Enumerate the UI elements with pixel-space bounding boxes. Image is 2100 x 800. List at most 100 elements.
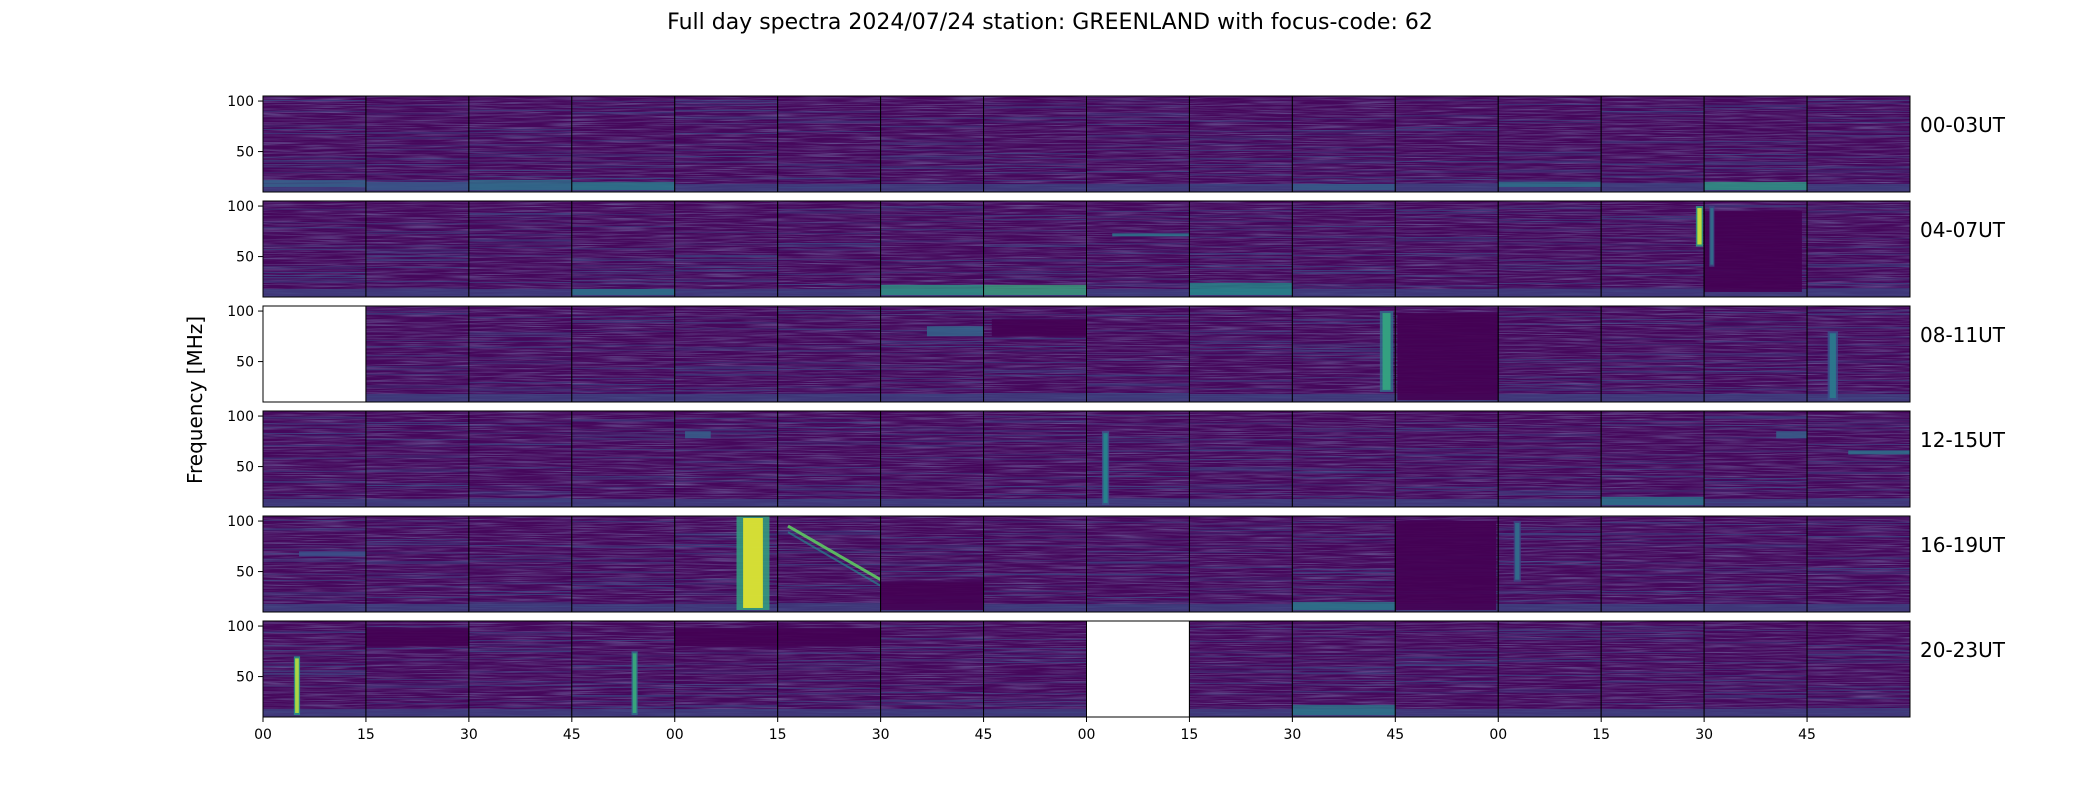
spectrum-panel — [468, 200, 573, 298]
x-tick-label: 15 — [1181, 727, 1199, 743]
spectrum-panel — [674, 305, 779, 403]
x-tick-label: 00 — [1078, 727, 1096, 743]
spectrum-panel — [262, 95, 367, 193]
spectrum-panel — [983, 95, 1087, 193]
spectrum-panel — [674, 200, 779, 298]
spectrum-panel — [365, 95, 470, 193]
spectrum-panel — [983, 200, 1087, 298]
spectrum-panel — [262, 200, 367, 298]
spectrum-panel — [777, 200, 882, 298]
x-tick-label: 00 — [1489, 727, 1507, 743]
spectrum-panel — [365, 410, 470, 508]
spectrum-panel — [365, 305, 470, 403]
spectrum-panel — [1703, 95, 1808, 193]
spectrum-panel — [1188, 305, 1293, 403]
spectrum-panel — [674, 620, 779, 718]
spectrum-panel — [880, 95, 985, 193]
x-tick-label: 00 — [666, 727, 684, 743]
spectrum-panel — [1703, 200, 1808, 298]
spectrum-panel — [1188, 95, 1293, 193]
spectrum-panel — [777, 620, 882, 718]
x-tick-label: 45 — [1386, 727, 1404, 743]
spectrum-panel — [1497, 305, 1602, 403]
spectrum-panel — [468, 305, 573, 403]
spectrum-panel — [880, 410, 985, 508]
spectrum-panel — [262, 305, 367, 403]
x-tick-label: 45 — [1798, 727, 1816, 743]
spectrum-panel — [880, 620, 985, 718]
spectrum-panel — [1497, 515, 1602, 613]
spectrum-panel — [1703, 620, 1808, 718]
spectrum-panel — [1291, 95, 1396, 193]
spectrum-panel — [571, 620, 676, 718]
spectrum-panel — [262, 515, 367, 613]
spectrum-panel — [1806, 620, 1911, 718]
y-tick-label: 100 — [227, 199, 254, 215]
y-tick-label: 100 — [227, 304, 254, 320]
spectrum-panel — [1291, 305, 1396, 403]
spectrum-panel — [1806, 515, 1911, 613]
spectrum-panel — [880, 305, 985, 403]
spectrum-panel — [1188, 620, 1293, 718]
spectrum-panel — [1600, 620, 1705, 718]
x-tick-label: 45 — [563, 727, 581, 743]
spectrum-panel — [880, 200, 985, 298]
spectrum-panel — [983, 410, 1087, 508]
spectrum-panel — [1394, 620, 1499, 718]
spectrum-panel — [777, 515, 882, 613]
spectrum-panel — [1600, 200, 1705, 298]
spectrum-panel — [1806, 200, 1911, 298]
spectrum-panel — [1703, 515, 1808, 613]
spectrum-panel — [468, 410, 573, 508]
row-label: 20-23UT — [1920, 638, 2006, 662]
y-tick-label: 50 — [236, 565, 254, 581]
spectrum-panel — [571, 95, 676, 193]
spectrum-panel — [1086, 620, 1190, 718]
spectrum-panel — [1291, 515, 1396, 613]
spectrum-panel — [1600, 410, 1705, 508]
spectrum-panel — [674, 515, 779, 613]
spectrum-panel — [777, 95, 882, 193]
y-tick-label: 100 — [227, 514, 254, 530]
row-label: 08-11UT — [1920, 323, 2006, 347]
spectrum-panel — [1806, 410, 1911, 508]
spectrum-panel — [365, 620, 470, 718]
spectrum-panel — [571, 305, 676, 403]
spectrum-panel — [1806, 305, 1911, 403]
spectrum-panel — [1497, 95, 1602, 193]
x-tick-label: 15 — [357, 727, 375, 743]
row-label: 00-03UT — [1920, 113, 2006, 137]
spectrum-panel — [571, 410, 676, 508]
spectrum-panel — [1703, 305, 1808, 403]
spectrum-panel — [1394, 410, 1499, 508]
spectrum-panel — [1497, 620, 1602, 718]
spectrum-panel — [365, 200, 470, 298]
x-tick-label: 30 — [1695, 727, 1713, 743]
spectrum-panel — [1806, 95, 1911, 193]
spectrum-panel — [1703, 410, 1808, 508]
spectrum-panel — [365, 515, 470, 613]
x-tick-label: 30 — [460, 727, 478, 743]
spectrum-panel — [1600, 95, 1705, 193]
x-tick-label: 15 — [1592, 727, 1610, 743]
spectrum-panel — [1394, 95, 1499, 193]
y-tick-label: 50 — [236, 670, 254, 686]
x-tick-label: 30 — [1283, 727, 1301, 743]
spectrum-panel — [1086, 410, 1190, 508]
y-tick-label: 50 — [236, 145, 254, 161]
spectrum-panel — [262, 410, 367, 508]
spectrum-panel — [1188, 410, 1293, 508]
x-tick-label: 45 — [975, 727, 993, 743]
y-tick-label: 100 — [227, 94, 254, 110]
y-tick-label: 100 — [227, 409, 254, 425]
spectrum-panel — [777, 410, 882, 508]
x-tick-label: 15 — [769, 727, 787, 743]
spectrum-panel — [262, 620, 367, 718]
spectrum-panel — [1497, 410, 1602, 508]
row-label: 04-07UT — [1920, 218, 2006, 242]
spectrum-panel — [1600, 305, 1705, 403]
spectrum-panel — [571, 200, 676, 298]
spectrum-panel — [1291, 200, 1396, 298]
